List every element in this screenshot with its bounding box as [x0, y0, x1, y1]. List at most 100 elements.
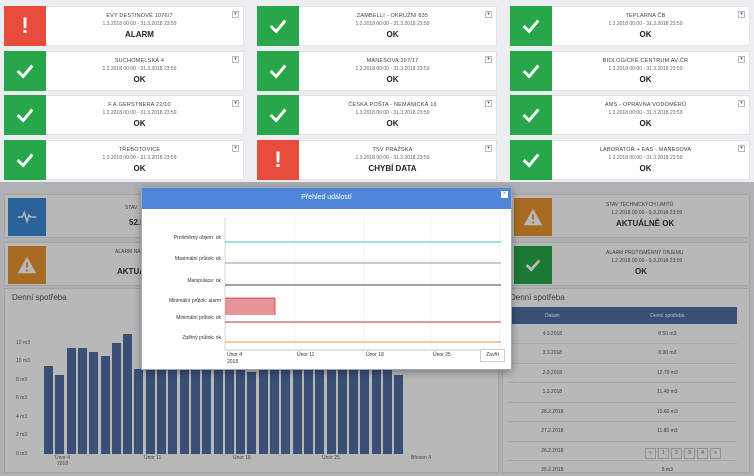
chevron-down-icon[interactable]: ▾: [738, 100, 745, 107]
x-tick-label: Únor 11: [144, 455, 162, 461]
bar: [157, 359, 166, 454]
site-tile[interactable]: Česká pošta - Nemanická 16 1.3.2018 00:00…: [257, 95, 497, 135]
site-status: OK: [386, 74, 399, 84]
cell-date: 26.2.2018: [507, 441, 598, 461]
site-date-range: 1.3.2018 00:00 - 31.3.2018 23:59: [608, 110, 683, 116]
page-button[interactable]: 2: [671, 448, 682, 459]
site-name: TSV Pražská: [372, 146, 413, 153]
cell-consumption: 8.90 m3: [597, 343, 737, 364]
check-icon: [510, 95, 552, 135]
close-button[interactable]: Zavřít: [480, 349, 505, 362]
site-date-range: 1.3.2018 00:00 - 31.3.2018 23:59: [355, 154, 430, 161]
card-alarm-value: AKTUÁ: [117, 267, 145, 276]
site-status: OK: [386, 30, 399, 39]
bar: [371, 348, 381, 454]
card-alarm-label: ALARM NA: [115, 249, 141, 255]
site-tile[interactable]: Suchomelská 4 1.3.2018 00:00 - 31.3.2018 …: [4, 50, 244, 91]
site-tile[interactable]: Laboratoř + EAS - Mánesova 1.3.2018 00:00…: [510, 139, 750, 180]
chevron-down-icon[interactable]: ▾: [232, 11, 239, 18]
chart-title: Denní spotřeba: [12, 293, 67, 302]
track-label: Minimální průtok: ok: [176, 315, 221, 321]
check-icon: [4, 95, 46, 135]
alert-icon: !: [4, 6, 46, 46]
x-tick-label: Únor 18: [233, 455, 251, 461]
site-tile[interactable]: Mánesova 397/17 1.3.2018 00:00 - 31.3.201…: [257, 50, 497, 91]
bar: [292, 354, 302, 454]
page-button[interactable]: 3: [684, 448, 695, 459]
table-row: 28.2.2018 10.60 m3: [507, 402, 737, 422]
alert-icon: !: [257, 139, 299, 180]
table-row: 25.2.2018 8 m3: [507, 460, 737, 476]
timeline-tick-label: Únor 18: [366, 352, 384, 358]
check-icon: [257, 95, 299, 135]
page-button[interactable]: »: [710, 448, 721, 459]
card-reverse: ALARM PROTISMĚRNÝ OBJEMU 1.2.2018 00:00 …: [510, 242, 750, 286]
bar: [66, 348, 76, 454]
page-button[interactable]: 1: [658, 448, 669, 459]
col-date: Datum: [507, 307, 598, 324]
bar: [270, 343, 279, 454]
site-status: OK: [639, 30, 652, 39]
site-name: Zambelli - Okružní 835: [356, 13, 429, 19]
site-name: Biologické centrum AV ČR: [602, 57, 689, 64]
chevron-down-icon[interactable]: ▾: [232, 55, 239, 63]
bar: [247, 372, 257, 454]
track-label: Zpětný průtok: ok: [182, 335, 221, 341]
table-row: 1.3.2018 11.40 m3: [507, 382, 737, 403]
consumption-table: Datum Denní spotřeba 4.3.2018 8.50 m3 3.3.…: [507, 307, 737, 476]
card-state-label: STAV: [125, 205, 138, 211]
chevron-down-icon[interactable]: ▾: [485, 100, 492, 107]
site-status: OK: [133, 119, 146, 128]
site-tile[interactable]: F.A.Gerstnera 22/10 1.3.2018 00:00 - 31.3…: [4, 95, 244, 135]
bar: [202, 341, 212, 454]
bar: [123, 334, 133, 454]
bar: [326, 351, 336, 454]
timeline-year-label: 2018: [227, 359, 239, 365]
warning-icon: [8, 246, 46, 284]
chevron-down-icon[interactable]: ▾: [738, 144, 745, 152]
site-tile[interactable]: AMS - Opravna vodoměrů 1.3.2018 00:00 - 3…: [510, 95, 750, 135]
cell-consumption: 8 m3: [597, 460, 737, 476]
chevron-down-icon[interactable]: ▾: [738, 11, 745, 18]
x-year-label: 2018: [57, 461, 69, 467]
site-status: OK: [639, 74, 652, 84]
chevron-down-icon[interactable]: ▾: [485, 11, 492, 18]
site-tile[interactable]: ! Evy Destinové 1076/7 1.3.2018 00:00 - 31…: [4, 6, 244, 46]
bar: [77, 348, 87, 454]
y-tick-label: 6 m3: [16, 395, 28, 402]
pagination: «1 2 3 4»: [645, 448, 721, 459]
site-tile[interactable]: Zambelli - Okružní 835 1.3.2018 00:00 - 3…: [257, 6, 497, 46]
check-icon: [257, 6, 299, 46]
site-name: AMS - Opravna vodoměrů: [604, 102, 687, 108]
site-date-range: 1.3.2018 00:00 - 31.3.2018 23:59: [102, 110, 177, 116]
status-tiles: ! Evy Destinové 1076/7 1.3.2018 00:00 - 31…: [4, 6, 750, 180]
chevron-down-icon[interactable]: ▾: [232, 100, 239, 107]
bar: [360, 345, 370, 454]
page-button[interactable]: 4: [697, 448, 708, 459]
page-button[interactable]: «: [645, 448, 656, 459]
chevron-down-icon[interactable]: ▾: [232, 144, 239, 152]
site-date-range: 1.3.2018 00:00 - 31.3.2018 23:59: [102, 65, 177, 72]
track-label: Minimální průtok: alarm: [169, 298, 221, 304]
site-tile[interactable]: Teplárna ČB 1.3.2018 00:00 - 31.3.2018 23…: [510, 6, 750, 46]
bar: [315, 339, 325, 454]
bar: [145, 347, 155, 454]
check-icon: [510, 50, 552, 91]
site-tile[interactable]: ! TSV Pražská 1.3.2018 00:00 - 31.3.2018 2…: [257, 139, 497, 180]
check-icon: [514, 246, 552, 284]
chevron-down-icon[interactable]: ▾: [485, 144, 492, 152]
chevron-down-icon[interactable]: ▾: [738, 55, 745, 63]
site-tile[interactable]: Biologické centrum AV ČR 1.3.2018 00:00 -…: [510, 50, 750, 91]
cell-date: 25.2.2018: [507, 460, 598, 476]
close-icon[interactable]: ×: [501, 191, 508, 198]
timeline-tick-label: Únor 25: [433, 352, 451, 358]
card-limits: STAV TECHNICKÝCH LIMITŮ 1.2.2018 00:00 -…: [510, 194, 750, 238]
cell-consumption: 11.40 m3: [597, 382, 737, 403]
bar: [236, 351, 246, 454]
card-state-value: 52.5: [129, 218, 145, 227]
site-tile[interactable]: Třebotovice 1.3.2018 00:00 - 31.3.2018 23…: [4, 139, 244, 180]
chevron-down-icon[interactable]: ▾: [485, 55, 492, 63]
bar: [44, 365, 53, 454]
table-row: 3.3.2018 8.90 m3: [507, 343, 737, 364]
bar: [111, 342, 121, 454]
